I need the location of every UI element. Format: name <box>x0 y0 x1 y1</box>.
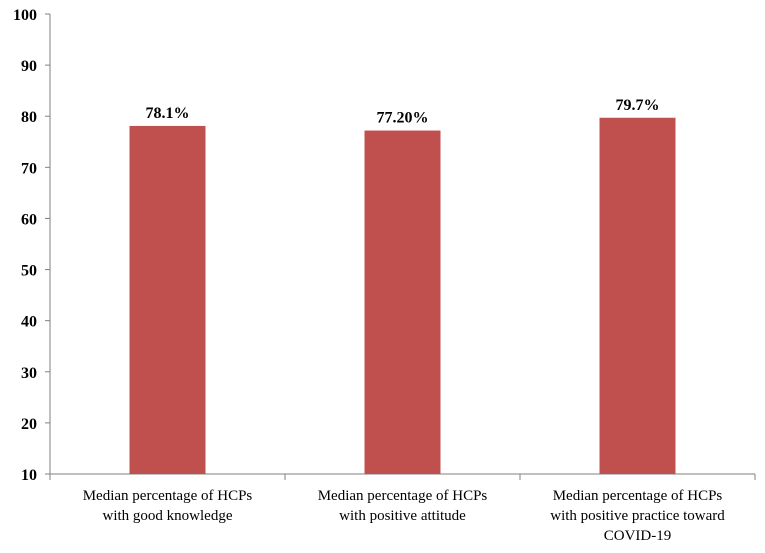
y-tick-label: 60 <box>21 211 37 228</box>
y-tick-label: 20 <box>21 416 37 433</box>
category-label-line: Median percentage of HCPs <box>318 488 488 504</box>
bars <box>129 117 676 475</box>
data-label: 77.20% <box>377 110 429 127</box>
category-label-line: with positive attitude <box>339 508 466 524</box>
bar <box>129 125 206 474</box>
y-tick-label: 80 <box>21 109 37 126</box>
category-label: Median percentage of HCPs with positive p… <box>550 488 725 544</box>
y-tick-label: 30 <box>21 365 37 382</box>
category-label-line: Median percentage of HCPs <box>553 488 723 504</box>
category-label-line: with positive practice toward <box>550 508 725 524</box>
data-labels: 78.1% 77.20% 79.7% <box>146 97 660 127</box>
y-tick-label: 90 <box>21 58 37 75</box>
y-tick-label: 10 <box>21 467 37 484</box>
y-tick-label: 70 <box>21 160 37 177</box>
bar <box>364 130 441 475</box>
data-label: 78.1% <box>146 105 190 122</box>
category-label-line: with good knowledge <box>103 508 233 524</box>
category-labels: Median percentage of HCPs with good knowl… <box>83 488 726 544</box>
y-tick-label: 100 <box>13 7 37 24</box>
category-label: Median percentage of HCPs with good knowl… <box>83 488 253 524</box>
category-label: Median percentage of HCPs with positive a… <box>318 488 488 524</box>
y-axis: 10 20 30 40 50 60 70 80 90 100 <box>13 7 51 484</box>
y-tick-label: 40 <box>21 314 37 331</box>
x-axis <box>49 473 756 480</box>
category-label-line: COVID-19 <box>604 528 672 544</box>
y-tick-label: 50 <box>21 263 37 280</box>
data-label: 79.7% <box>616 97 660 114</box>
category-label-line: Median percentage of HCPs <box>83 488 253 504</box>
bar <box>599 117 676 474</box>
